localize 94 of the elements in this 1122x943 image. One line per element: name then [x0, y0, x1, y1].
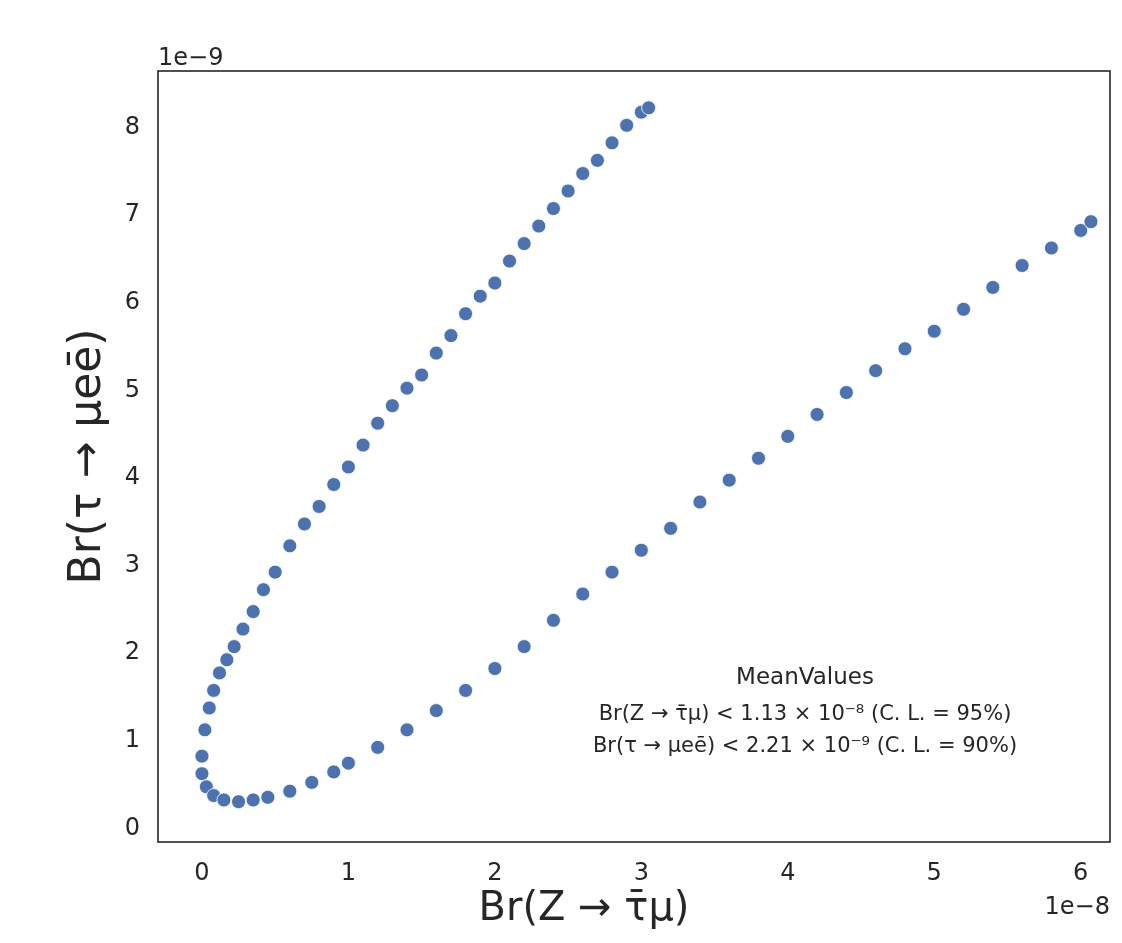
point [201, 700, 217, 716]
x-tick-label: 6 [1073, 858, 1089, 886]
y-tick-label: 7 [124, 199, 140, 228]
point [370, 739, 386, 755]
point [721, 472, 737, 488]
point [297, 516, 312, 532]
point [1014, 258, 1030, 273]
point [985, 280, 1001, 295]
point [219, 652, 235, 668]
point [206, 683, 222, 698]
point [226, 639, 242, 655]
point [780, 428, 796, 444]
annotation: Br(Z → τ̄μ) < 1.13 × 10⁻⁸ (C. L. = 95%) [598, 701, 1012, 725]
point [926, 323, 942, 339]
point [267, 564, 283, 580]
x-tick-label: 3 [633, 858, 649, 886]
annotation: 1e−9 [158, 43, 224, 71]
point [868, 363, 884, 379]
point [194, 766, 210, 782]
x-tick-label: 2 [487, 858, 503, 886]
y-tick-label: 6 [124, 286, 140, 315]
point [282, 538, 298, 554]
y-tick-label: 1 [124, 725, 140, 754]
point [216, 792, 232, 808]
point [641, 100, 657, 116]
y-tick-label: 5 [124, 374, 140, 403]
point [370, 415, 386, 431]
point [663, 520, 679, 536]
point [838, 385, 854, 400]
point [384, 398, 400, 414]
point [443, 328, 459, 343]
y-tick-label: 8 [124, 111, 140, 140]
point [531, 218, 547, 234]
point [399, 722, 415, 738]
point [1044, 240, 1059, 256]
point [326, 477, 342, 492]
point [487, 275, 503, 291]
point [575, 166, 591, 181]
point [235, 621, 251, 637]
x-tick-label: 1 [340, 858, 357, 886]
point [304, 775, 320, 790]
text: 1e−8 [1044, 892, 1110, 920]
x-tick-label: 4 [780, 858, 796, 886]
point [633, 542, 649, 558]
point [341, 755, 356, 771]
annotation: Br(τ → μeē) < 2.21 × 10⁻⁹ (C. L. = 90%) [592, 733, 1018, 757]
point [414, 367, 430, 383]
point [751, 450, 766, 466]
point [326, 764, 342, 780]
x-tick-label: 5 [926, 858, 942, 886]
point [282, 783, 298, 799]
point [1073, 223, 1089, 238]
point [458, 683, 473, 698]
point [245, 792, 261, 808]
point [1083, 214, 1099, 230]
point [311, 499, 327, 514]
point [546, 612, 561, 628]
annotation: MeanValues [736, 663, 874, 689]
point [194, 748, 210, 764]
point [399, 380, 415, 396]
point [516, 639, 532, 655]
point [809, 407, 825, 422]
point [487, 661, 503, 676]
point [575, 586, 591, 602]
point [956, 301, 971, 317]
y-axis-title: Br(τ → μeē) [59, 328, 110, 585]
point [231, 794, 246, 810]
point [458, 306, 473, 322]
point [472, 288, 488, 304]
point [245, 604, 261, 619]
point [560, 183, 576, 199]
point [428, 703, 444, 718]
point [516, 236, 532, 251]
point [341, 459, 356, 475]
y-tick-label: 0 [124, 812, 140, 841]
point [355, 437, 371, 453]
y-tick-label: 3 [124, 549, 140, 578]
y-tick-label: 4 [124, 462, 140, 491]
point [619, 117, 635, 133]
y-tick-label: 2 [124, 637, 140, 666]
point [428, 345, 444, 361]
point [256, 582, 271, 598]
point [197, 722, 213, 738]
point [604, 135, 620, 151]
point [604, 564, 620, 580]
point [212, 665, 227, 681]
point [546, 201, 561, 216]
point [502, 253, 517, 269]
x-axis-title: Br(Z → τ̄μ) [478, 883, 690, 929]
x-tick-label: 0 [194, 858, 210, 886]
point [260, 789, 276, 805]
point [692, 494, 708, 510]
point [589, 152, 605, 168]
point [897, 341, 913, 357]
